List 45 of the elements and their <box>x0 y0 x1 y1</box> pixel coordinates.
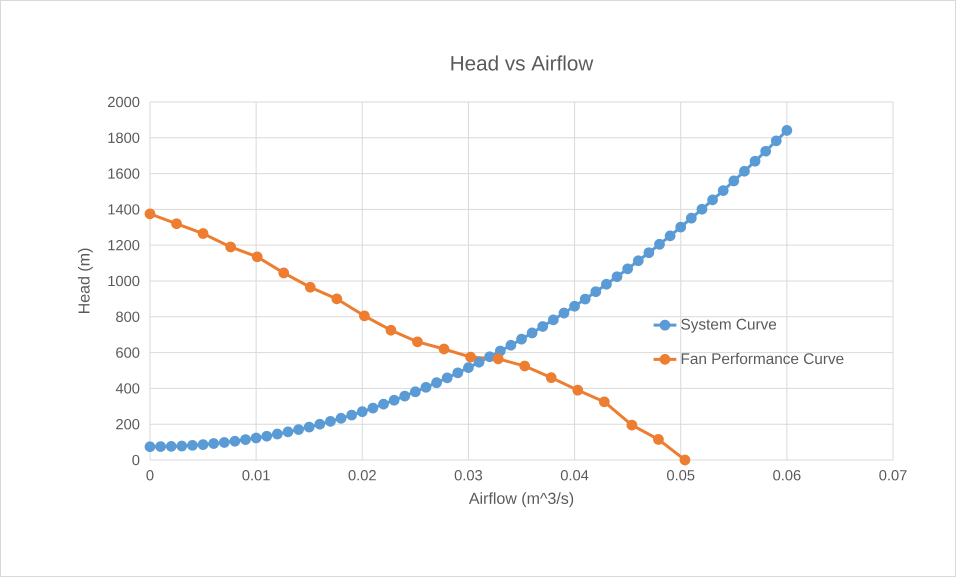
point <box>438 344 450 354</box>
point <box>252 251 263 262</box>
x-tick-label: 0.04 <box>560 470 588 480</box>
point <box>225 242 236 252</box>
x-axis-title: Airflow (m^3/s) <box>468 492 574 508</box>
y-tick-label: 1000 <box>108 276 140 286</box>
point <box>359 310 370 322</box>
y-tick-label: 1400 <box>108 204 140 215</box>
x-tick-label: 0.06 <box>773 470 801 480</box>
point <box>386 324 396 336</box>
point <box>144 208 156 220</box>
legend-label: System Curve <box>681 318 776 333</box>
y-tick-label: 200 <box>116 419 140 430</box>
y-tick-label: 600 <box>116 347 140 358</box>
point <box>492 353 504 364</box>
point <box>412 336 423 348</box>
point <box>546 372 557 384</box>
y-axis-title: Head (m) <box>78 248 93 314</box>
legend-label: Fan Performance Curve <box>682 352 844 364</box>
point <box>572 384 584 396</box>
point <box>465 352 476 362</box>
y-tick-label: 1800 <box>108 132 140 143</box>
point <box>626 420 638 430</box>
y-tick-label: 1200 <box>108 240 140 250</box>
point <box>598 396 610 408</box>
point <box>198 228 208 239</box>
y-tick-label: 0 <box>132 454 140 466</box>
x-tick-label: 0.02 <box>348 470 376 480</box>
x-tick-label: 0.07 <box>879 470 907 480</box>
point <box>171 218 182 230</box>
point <box>519 360 530 372</box>
x-tick-label: 0.03 <box>454 470 482 480</box>
x-tick-label: 0 <box>146 470 154 480</box>
y-tick-label: 400 <box>116 383 140 394</box>
y-tick-label: 1600 <box>108 168 140 179</box>
y-tick-label: 2000 <box>108 96 140 108</box>
point <box>331 294 342 304</box>
point <box>278 268 290 278</box>
x-tick-label: 0.05 <box>667 470 694 480</box>
point <box>680 454 690 466</box>
point <box>304 282 316 293</box>
chart-title: Head vs Airflow <box>451 55 594 71</box>
y-tick-label: 800 <box>116 312 140 322</box>
x-tick-label: 0.01 <box>242 470 270 480</box>
point <box>653 434 664 445</box>
